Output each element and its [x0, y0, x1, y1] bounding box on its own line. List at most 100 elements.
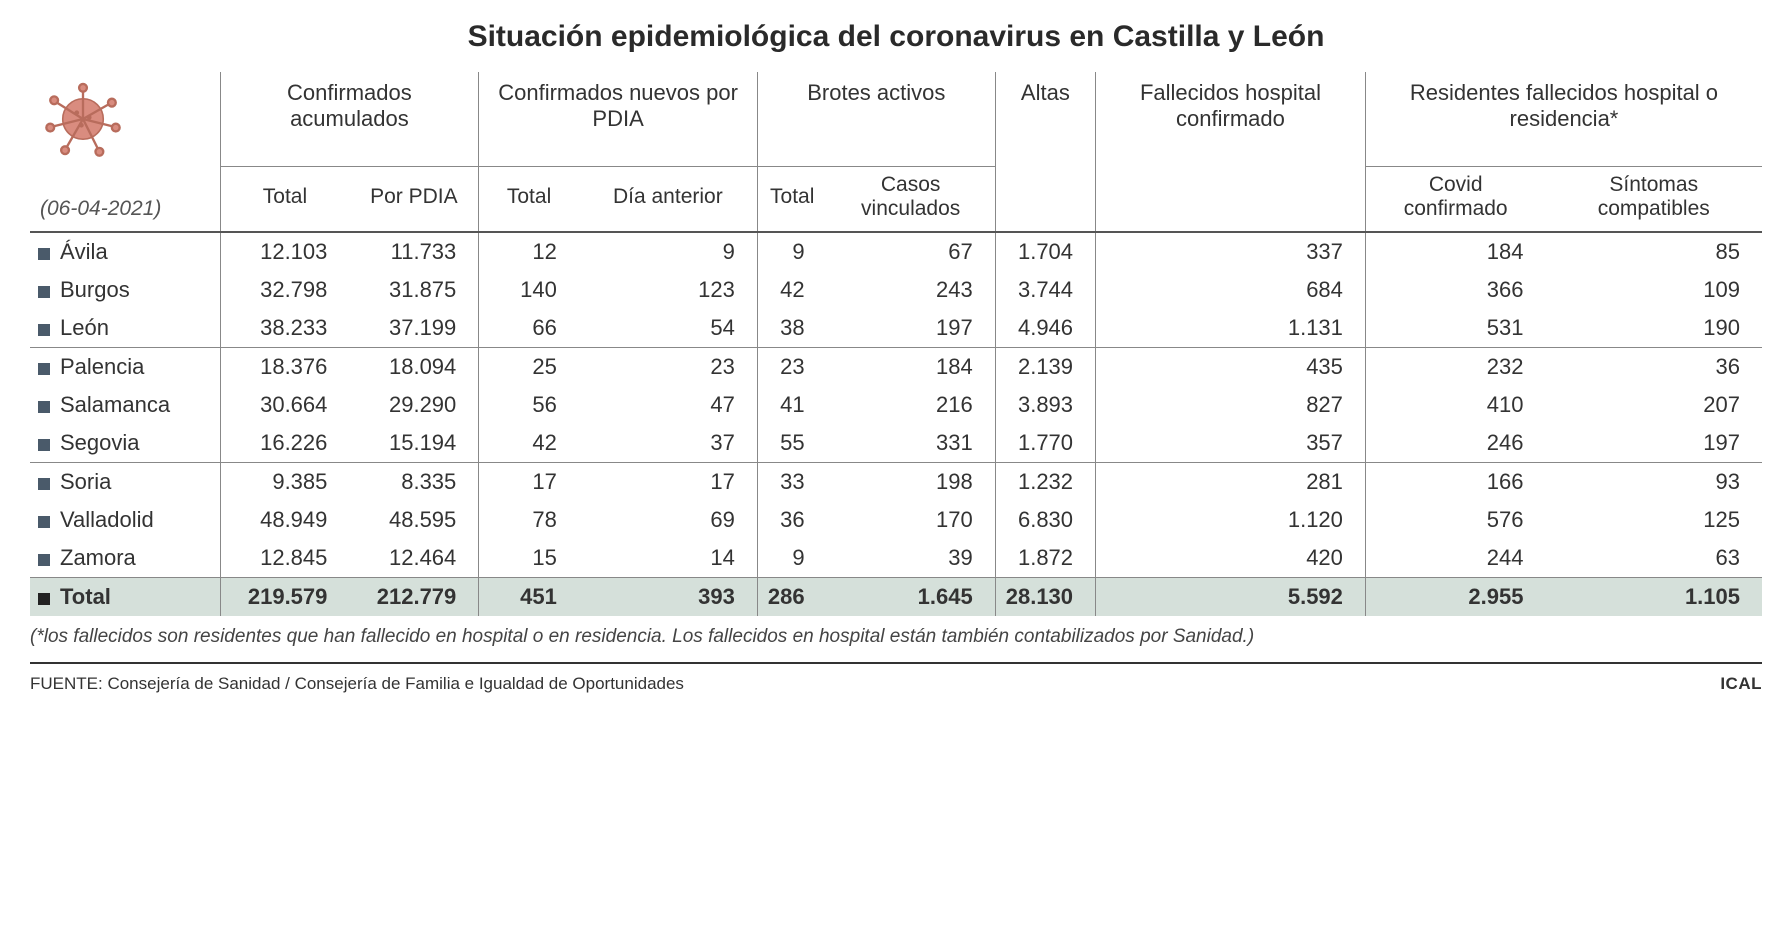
bullet-icon	[38, 401, 50, 413]
value-cell: 12.103	[220, 232, 349, 271]
value-cell: 25	[479, 347, 579, 386]
value-cell: 232	[1365, 347, 1545, 386]
table-row: Palencia18.37618.0942523231842.139435232…	[30, 347, 1762, 386]
value-cell: 93	[1545, 462, 1762, 501]
value-cell: 576	[1365, 501, 1545, 539]
data-table: Confirmados acumulados Confirmados nuevo…	[30, 72, 1762, 616]
total-value-cell: 451	[479, 577, 579, 616]
value-cell: 140	[479, 271, 579, 309]
value-cell: 38.233	[220, 309, 349, 348]
value-cell: 78	[479, 501, 579, 539]
value-cell: 18.376	[220, 347, 349, 386]
province-cell: Valladolid	[30, 501, 220, 539]
value-cell: 9	[757, 539, 826, 578]
value-cell: 1.704	[995, 232, 1095, 271]
value-cell: 337	[1096, 232, 1366, 271]
subheader-brotes-total: Total	[757, 166, 826, 232]
value-cell: 1.872	[995, 539, 1095, 578]
value-cell: 55	[757, 424, 826, 463]
value-cell: 244	[1365, 539, 1545, 578]
bullet-icon	[38, 439, 50, 451]
value-cell: 36	[1545, 347, 1762, 386]
province-cell: León	[30, 309, 220, 348]
value-cell: 54	[579, 309, 758, 348]
value-cell: 15.194	[349, 424, 478, 463]
province-name: Burgos	[60, 277, 130, 302]
province-name: Soria	[60, 469, 111, 494]
table-row: Burgos32.79831.875140123422433.744684366…	[30, 271, 1762, 309]
bullet-icon	[38, 286, 50, 298]
subheader-conf-total: Total	[220, 166, 349, 232]
value-cell: 11.733	[349, 232, 478, 271]
page-title: Situación epidemiológica del coronavirus…	[30, 20, 1762, 54]
value-cell: 207	[1545, 386, 1762, 424]
header-residentes: Residentes fallecidos hospital o residen…	[1365, 72, 1762, 166]
value-cell: 37.199	[349, 309, 478, 348]
value-cell: 63	[1545, 539, 1762, 578]
value-cell: 8.335	[349, 462, 478, 501]
value-cell: 109	[1545, 271, 1762, 309]
value-cell: 1.770	[995, 424, 1095, 463]
total-value-cell: 28.130	[995, 577, 1095, 616]
value-cell: 14	[579, 539, 758, 578]
table-row: Salamanca30.66429.2905647412163.89382741…	[30, 386, 1762, 424]
bullet-icon	[38, 324, 50, 336]
value-cell: 17	[479, 462, 579, 501]
table-row: Soria9.3858.3351717331981.23228116693	[30, 462, 1762, 501]
value-cell: 184	[827, 347, 996, 386]
subheader-brotes-casos: Casos vinculados	[827, 166, 996, 232]
province-name: Ávila	[60, 239, 108, 264]
total-value-cell: 219.579	[220, 577, 349, 616]
value-cell: 29.290	[349, 386, 478, 424]
province-name: Segovia	[60, 430, 140, 455]
value-cell: 1.131	[1096, 309, 1366, 348]
value-cell: 12.845	[220, 539, 349, 578]
value-cell: 42	[757, 271, 826, 309]
source-row: FUENTE: Consejería de Sanidad / Consejer…	[30, 664, 1762, 694]
value-cell: 30.664	[220, 386, 349, 424]
total-value-cell: 1.645	[827, 577, 996, 616]
value-cell: 684	[1096, 271, 1366, 309]
value-cell: 38	[757, 309, 826, 348]
value-cell: 281	[1096, 462, 1366, 501]
value-cell: 37	[579, 424, 758, 463]
bullet-icon	[38, 593, 50, 605]
value-cell: 23	[757, 347, 826, 386]
value-cell: 9	[757, 232, 826, 271]
bullet-icon	[38, 554, 50, 566]
province-name: Salamanca	[60, 392, 170, 417]
report-date: (06-04-2021)	[30, 166, 220, 232]
value-cell: 3.893	[995, 386, 1095, 424]
province-cell: Salamanca	[30, 386, 220, 424]
value-cell: 216	[827, 386, 996, 424]
subheader-nuevos-dia: Día anterior	[579, 166, 758, 232]
value-cell: 123	[579, 271, 758, 309]
value-cell: 331	[827, 424, 996, 463]
total-row: Total219.579212.7794513932861.64528.1305…	[30, 577, 1762, 616]
header-confirmados-nuevos: Confirmados nuevos por PDIA	[479, 72, 758, 166]
table-row: Ávila12.10311.7331299671.70433718485	[30, 232, 1762, 271]
value-cell: 15	[479, 539, 579, 578]
source-label: FUENTE: Consejería de Sanidad / Consejer…	[30, 674, 684, 694]
table-row: Zamora12.84512.46415149391.87242024463	[30, 539, 1762, 578]
value-cell: 12.464	[349, 539, 478, 578]
value-cell: 36	[757, 501, 826, 539]
value-cell: 198	[827, 462, 996, 501]
province-cell: Palencia	[30, 347, 220, 386]
province-name: Palencia	[60, 354, 144, 379]
value-cell: 6.830	[995, 501, 1095, 539]
value-cell: 18.094	[349, 347, 478, 386]
value-cell: 3.744	[995, 271, 1095, 309]
value-cell: 33	[757, 462, 826, 501]
value-cell: 67	[827, 232, 996, 271]
total-label-cell: Total	[30, 577, 220, 616]
data-table-container: Confirmados acumulados Confirmados nuevo…	[30, 72, 1762, 616]
value-cell: 47	[579, 386, 758, 424]
header-brotes: Brotes activos	[757, 72, 995, 166]
total-value-cell: 212.779	[349, 577, 478, 616]
value-cell: 48.595	[349, 501, 478, 539]
value-cell: 41	[757, 386, 826, 424]
value-cell: 69	[579, 501, 758, 539]
bullet-icon	[38, 363, 50, 375]
subheader-nuevos-total: Total	[479, 166, 579, 232]
